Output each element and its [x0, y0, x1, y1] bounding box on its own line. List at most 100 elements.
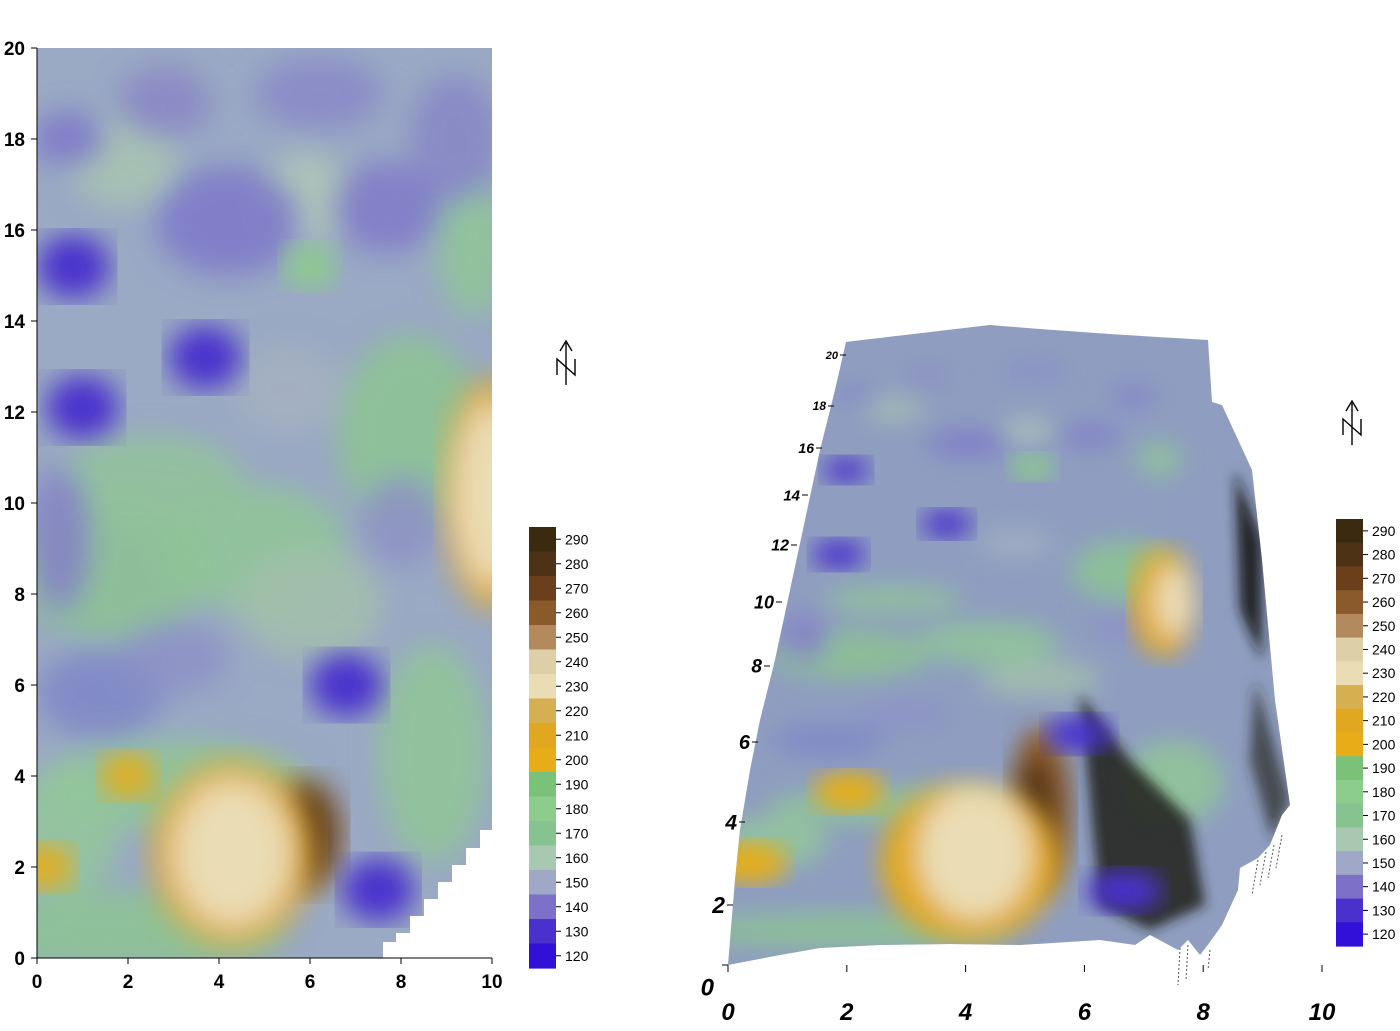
colorbar-swatch [529, 845, 556, 871]
colorbar-swatch [1336, 661, 1363, 686]
x3d-tick-label: 6 [1078, 999, 1092, 1026]
surface-3d: 0 2 4 6 8 10 0 2 4 6 8 10 12 14 16 18 20 [701, 325, 1336, 1026]
feature-low-7 [341, 857, 415, 922]
feature-peak-2 [442, 380, 492, 608]
x-tick-label: 0 [32, 972, 43, 993]
colorbar-tick-label: 130 [565, 923, 589, 939]
colorbar-tick-label: 150 [565, 874, 589, 890]
colorbar-swatch [529, 747, 556, 773]
colorbar-swatch [1336, 732, 1363, 757]
colorbar-swatch [529, 870, 556, 896]
colorbar-tick-label: 210 [1372, 713, 1396, 729]
colorbar-tick-label: 280 [565, 556, 589, 572]
colorbar-swatch [529, 551, 556, 577]
y-tick-label: 20 [4, 39, 25, 60]
colorbar-swatch [529, 772, 556, 798]
colorbar-2d: 290 280 270 260 250 240 230 220 210 200 190 180 170 1… [529, 527, 589, 969]
x-tick-label: 6 [305, 972, 316, 993]
surface-feature-low-3 [823, 457, 870, 483]
feature-low-5 [310, 653, 383, 717]
colorbar-swatch [1336, 827, 1363, 852]
y3d-tick-label: 4 [724, 811, 737, 834]
colorbar-tick-label: 270 [1372, 570, 1396, 586]
colorbar-swatch [1336, 685, 1363, 710]
colorbar-tick-label: 280 [1372, 547, 1396, 563]
colorbar-tick-label: 250 [565, 629, 589, 645]
x3d-tick-label: 8 [1197, 999, 1211, 1026]
colorbar-swatch [1336, 519, 1363, 544]
colorbar-swatch [529, 821, 556, 847]
y3d-tick-label: 20 [825, 350, 839, 362]
colorbar-swatch [529, 698, 556, 724]
colorbar-tick-label: 120 [565, 948, 589, 964]
surface-feature-peak-2 [1131, 548, 1197, 657]
y-tick-label: 10 [4, 494, 25, 515]
y-tick-label: 18 [4, 130, 25, 151]
feature-low-4 [168, 325, 242, 390]
y3d-tick-label: 16 [798, 440, 814, 456]
colorbar-swatch [529, 600, 556, 626]
colorbar-swatch [529, 723, 556, 749]
north-arrow-icon: N [556, 339, 576, 386]
y-tick-label: 12 [4, 403, 25, 424]
x-axis-2d: 0 2 4 6 8 10 [32, 958, 503, 993]
colorbar-swatch [1336, 874, 1363, 900]
colorbar-swatch [529, 649, 556, 675]
colorbar-tick-label: 120 [1372, 926, 1396, 942]
feature-low-3 [37, 234, 110, 299]
colorbar-swatch [1336, 922, 1363, 947]
x3d-tick-label: 2 [839, 999, 854, 1026]
north-arrow-icon-3d: N [1342, 399, 1362, 445]
y3d-tick-label: 14 [783, 487, 800, 504]
colorbar-swatch [1336, 637, 1363, 662]
colorbar-tick-label: 160 [565, 850, 589, 866]
y-tick-label: 14 [4, 312, 26, 333]
colorbar-tick-label: 180 [565, 801, 589, 817]
colorbar-swatch [529, 796, 556, 822]
y-tick-label: 4 [14, 767, 25, 788]
colorbar-tick-label: 270 [565, 580, 589, 596]
surface-feature-high-9 [813, 771, 885, 812]
colorbar-tick-label: 190 [1372, 760, 1396, 776]
colorbar-tick-label: 290 [565, 531, 589, 547]
surface-feature-high-10 [728, 842, 788, 884]
colorbar-swatch [1336, 851, 1363, 876]
surface-feature-ridge-1 [880, 782, 1059, 942]
y-axis-2d: 0 2 4 6 8 10 12 14 16 18 20 [4, 39, 37, 970]
colorbar-swatch [529, 894, 556, 920]
x-tick-label: 2 [123, 972, 134, 993]
y-tick-label: 2 [14, 858, 25, 879]
colorbar-tick-label: 160 [1372, 831, 1396, 847]
feature-high-10 [37, 844, 74, 890]
colorbar-tick-label: 290 [1372, 523, 1396, 539]
colorbar-tick-label: 200 [565, 752, 589, 768]
y3d-tick-label: 6 [739, 732, 751, 754]
x-tick-label: 4 [214, 972, 225, 993]
y-axis-3d: 0 2 4 6 8 10 12 14 16 18 20 [701, 350, 846, 1001]
y3d-tick-label: 18 [813, 399, 827, 413]
y-tick-label: 8 [14, 585, 25, 606]
colorbar-swatch [1336, 779, 1363, 805]
colorbar-swatch [1336, 613, 1363, 639]
north-arrow-label: N [557, 384, 558, 386]
colorbar-tick-label: 220 [565, 703, 589, 719]
colorbar-tick-label: 220 [1372, 689, 1396, 705]
colorbar-tick-label: 200 [1372, 736, 1396, 752]
surface-feature-low-6 [812, 539, 866, 570]
colorbar-3d: 290 280 270 260 250 240 230 220 210 200 190 180 170 1… [1336, 519, 1396, 947]
x-tick-label: 8 [396, 972, 407, 993]
surface-feature-low-7 [1085, 869, 1163, 912]
colorbar-tick-label: 260 [1372, 594, 1396, 610]
y-tick-label: 16 [4, 221, 25, 242]
feature-ridge-1 [152, 762, 313, 945]
colorbar-tick-label: 250 [1372, 618, 1396, 634]
x-tick-label: 10 [481, 972, 502, 993]
colorbar-tick-label: 240 [1372, 641, 1396, 657]
feature-high-9 [100, 753, 156, 799]
x-axis-3d: 0 2 4 6 8 10 [721, 965, 1336, 1026]
colorbar-tick-label: 170 [565, 825, 589, 841]
feature-low-6 [46, 375, 119, 440]
y3d-tick-label: 2 [711, 892, 725, 918]
y3d-tick-label: 12 [771, 538, 789, 555]
surface-feature-low-5 [1045, 715, 1113, 753]
